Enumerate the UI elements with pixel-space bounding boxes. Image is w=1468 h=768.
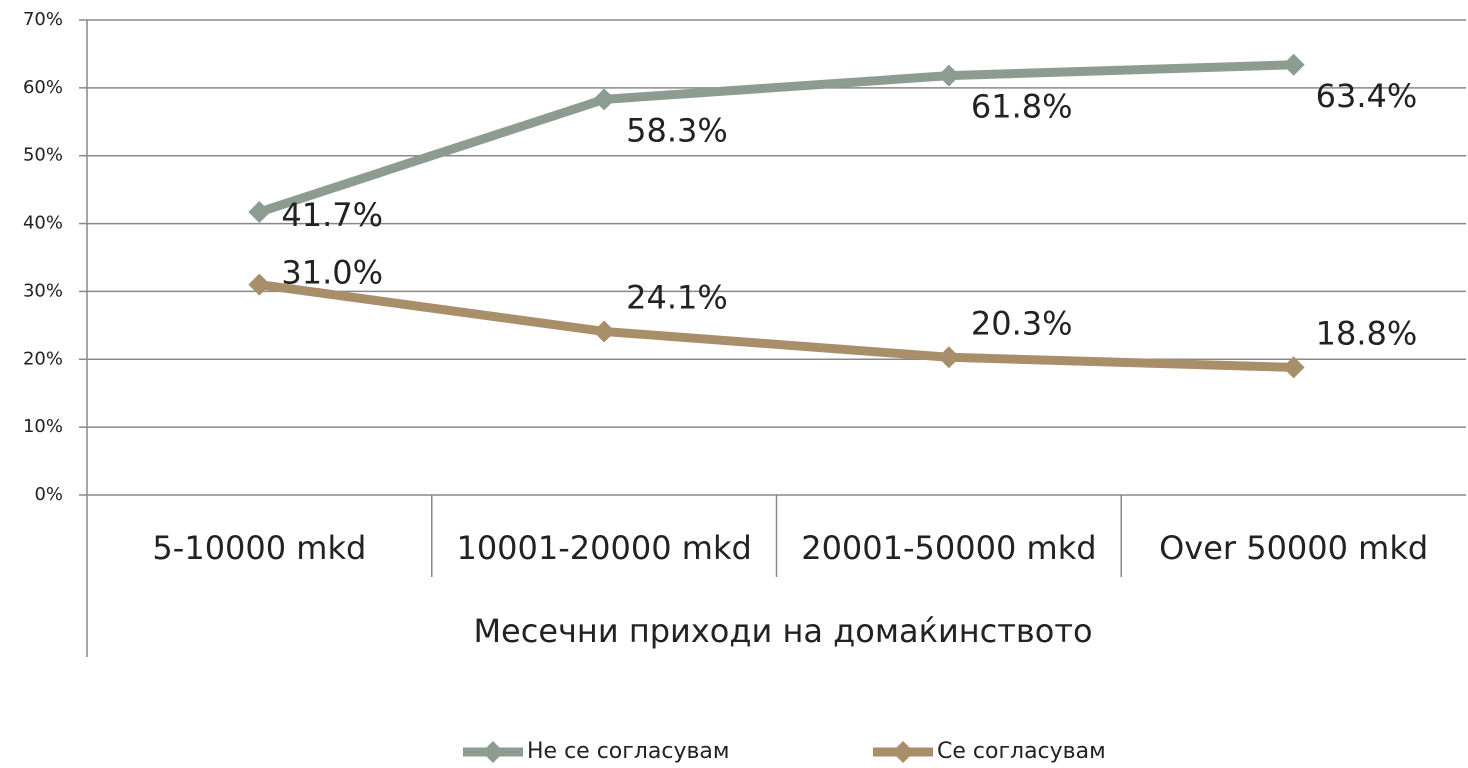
y-tick-label: 0% [34, 484, 63, 505]
y-tick-label: 30% [23, 280, 63, 301]
x-tick-label: 5-10000 mkd [152, 529, 366, 567]
data-point [248, 201, 271, 224]
data-label: 58.3% [626, 111, 728, 149]
y-tick-label: 10% [23, 416, 63, 437]
data-label: 41.7% [281, 196, 383, 234]
legend-label: Не се согласувам [527, 739, 730, 764]
data-point [1282, 356, 1305, 379]
series-line [257, 60, 1294, 217]
legend-label: Се согласувам [937, 739, 1106, 764]
data-point [1282, 53, 1305, 76]
x-tick-label: 20001-50000 mkd [801, 529, 1096, 567]
x-axis-title: Месечни приходи на домаќинството [473, 612, 1092, 650]
data-point [593, 88, 616, 111]
data-point [937, 346, 960, 369]
data-label: 24.1% [626, 278, 728, 316]
data-label: 63.4% [1316, 77, 1418, 115]
y-tick-label: 60% [23, 77, 63, 98]
y-tick-label: 70% [23, 9, 63, 30]
data-point [593, 320, 616, 343]
data-point [937, 64, 960, 87]
series-line [258, 280, 1294, 372]
data-point [248, 273, 271, 296]
y-tick-label: 20% [23, 348, 63, 369]
x-tick-label: 10001-20000 mkd [456, 529, 751, 567]
y-tick-label: 50% [23, 145, 63, 166]
data-label: 20.3% [971, 304, 1073, 342]
legend-marker [482, 741, 504, 763]
x-tick-label: Over 50000 mkd [1159, 529, 1428, 567]
data-label: 61.8% [971, 88, 1073, 126]
legend-marker [892, 741, 914, 763]
data-label: 31.0% [281, 254, 383, 292]
data-label: 18.8% [1316, 314, 1418, 352]
y-tick-label: 40% [23, 213, 63, 234]
